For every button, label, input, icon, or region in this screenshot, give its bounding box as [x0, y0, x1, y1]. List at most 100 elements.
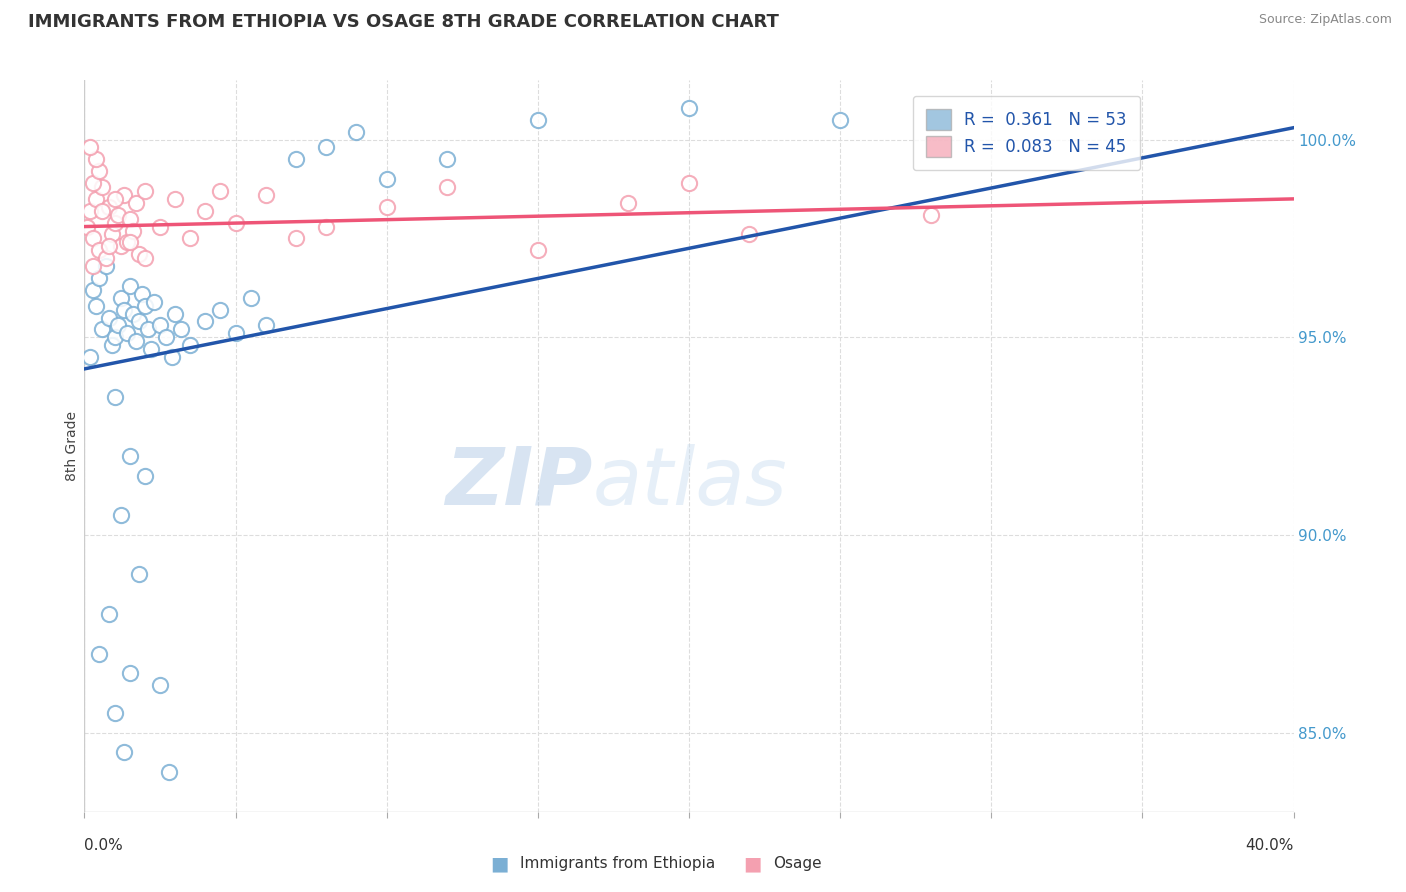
Point — [79, 350, 101, 364]
Point — [678, 101, 700, 115]
Point — [194, 314, 217, 328]
Point — [86, 299, 108, 313]
Point — [830, 112, 852, 127]
Point — [104, 216, 127, 230]
Point — [527, 244, 550, 258]
Point — [91, 322, 114, 336]
Point — [125, 195, 148, 210]
Point — [82, 176, 104, 190]
Point — [134, 468, 156, 483]
Point — [118, 666, 141, 681]
Point — [86, 192, 108, 206]
Point — [254, 188, 277, 202]
Point — [79, 140, 101, 154]
Point — [136, 322, 159, 336]
Point — [97, 239, 120, 253]
Point — [118, 278, 141, 293]
Point — [436, 153, 458, 167]
Text: 0.0%: 0.0% — [84, 838, 124, 854]
Point — [97, 200, 120, 214]
Text: Source: ZipAtlas.com: Source: ZipAtlas.com — [1258, 13, 1392, 27]
Point — [225, 216, 247, 230]
Point — [110, 239, 132, 253]
Point — [738, 227, 761, 242]
Point — [104, 390, 127, 404]
Point — [149, 318, 172, 333]
Point — [375, 172, 398, 186]
Text: ZIP: ZIP — [444, 443, 592, 522]
Legend: R =  0.361   N = 53, R =  0.083   N = 45: R = 0.361 N = 53, R = 0.083 N = 45 — [912, 96, 1140, 170]
Point — [89, 271, 111, 285]
Point — [179, 338, 201, 352]
Point — [86, 153, 108, 167]
Point — [97, 310, 120, 325]
Point — [617, 195, 640, 210]
Point — [375, 200, 398, 214]
Point — [118, 211, 141, 226]
Point — [165, 307, 187, 321]
Point — [110, 508, 132, 523]
Point — [104, 706, 127, 720]
Point — [128, 567, 150, 582]
Point — [128, 247, 150, 261]
Point — [121, 307, 143, 321]
Point — [115, 235, 138, 250]
Point — [118, 235, 141, 250]
Y-axis label: 8th Grade: 8th Grade — [65, 411, 79, 481]
Point — [285, 231, 308, 245]
Point — [112, 302, 135, 317]
Point — [134, 299, 156, 313]
Point — [107, 318, 129, 333]
Point — [678, 176, 700, 190]
Point — [165, 192, 187, 206]
Point — [160, 350, 183, 364]
Point — [254, 318, 277, 333]
Text: Immigrants from Ethiopia: Immigrants from Ethiopia — [520, 856, 716, 871]
Text: ■: ■ — [489, 854, 509, 873]
Point — [89, 647, 111, 661]
Point — [131, 286, 153, 301]
Point — [285, 153, 308, 167]
Text: ■: ■ — [742, 854, 762, 873]
Point — [121, 223, 143, 237]
Point — [104, 192, 127, 206]
Point — [239, 291, 262, 305]
Point — [91, 180, 114, 194]
Point — [94, 259, 117, 273]
Point — [209, 302, 232, 317]
Text: atlas: atlas — [592, 443, 787, 522]
Point — [91, 203, 114, 218]
Point — [115, 326, 138, 341]
Text: 40.0%: 40.0% — [1246, 838, 1294, 854]
Point — [225, 326, 247, 341]
Point — [107, 208, 129, 222]
Point — [155, 330, 177, 344]
Point — [179, 231, 201, 245]
Point — [209, 184, 232, 198]
Point — [142, 294, 165, 309]
Text: Osage: Osage — [773, 856, 823, 871]
Point — [112, 188, 135, 202]
Point — [920, 208, 942, 222]
Point — [112, 746, 135, 760]
Point — [89, 244, 111, 258]
Text: IMMIGRANTS FROM ETHIOPIA VS OSAGE 8TH GRADE CORRELATION CHART: IMMIGRANTS FROM ETHIOPIA VS OSAGE 8TH GR… — [28, 13, 779, 31]
Point — [436, 180, 458, 194]
Point — [118, 449, 141, 463]
Point — [100, 227, 122, 242]
Point — [110, 291, 132, 305]
Point — [134, 251, 156, 265]
Point — [100, 338, 122, 352]
Point — [527, 112, 550, 127]
Point — [157, 765, 180, 780]
Point — [97, 607, 120, 621]
Point — [170, 322, 193, 336]
Point — [89, 164, 111, 178]
Point — [139, 342, 162, 356]
Point — [82, 231, 104, 245]
Point — [82, 283, 104, 297]
Point — [194, 203, 217, 218]
Point — [346, 125, 368, 139]
Point — [315, 219, 337, 234]
Point — [104, 330, 127, 344]
